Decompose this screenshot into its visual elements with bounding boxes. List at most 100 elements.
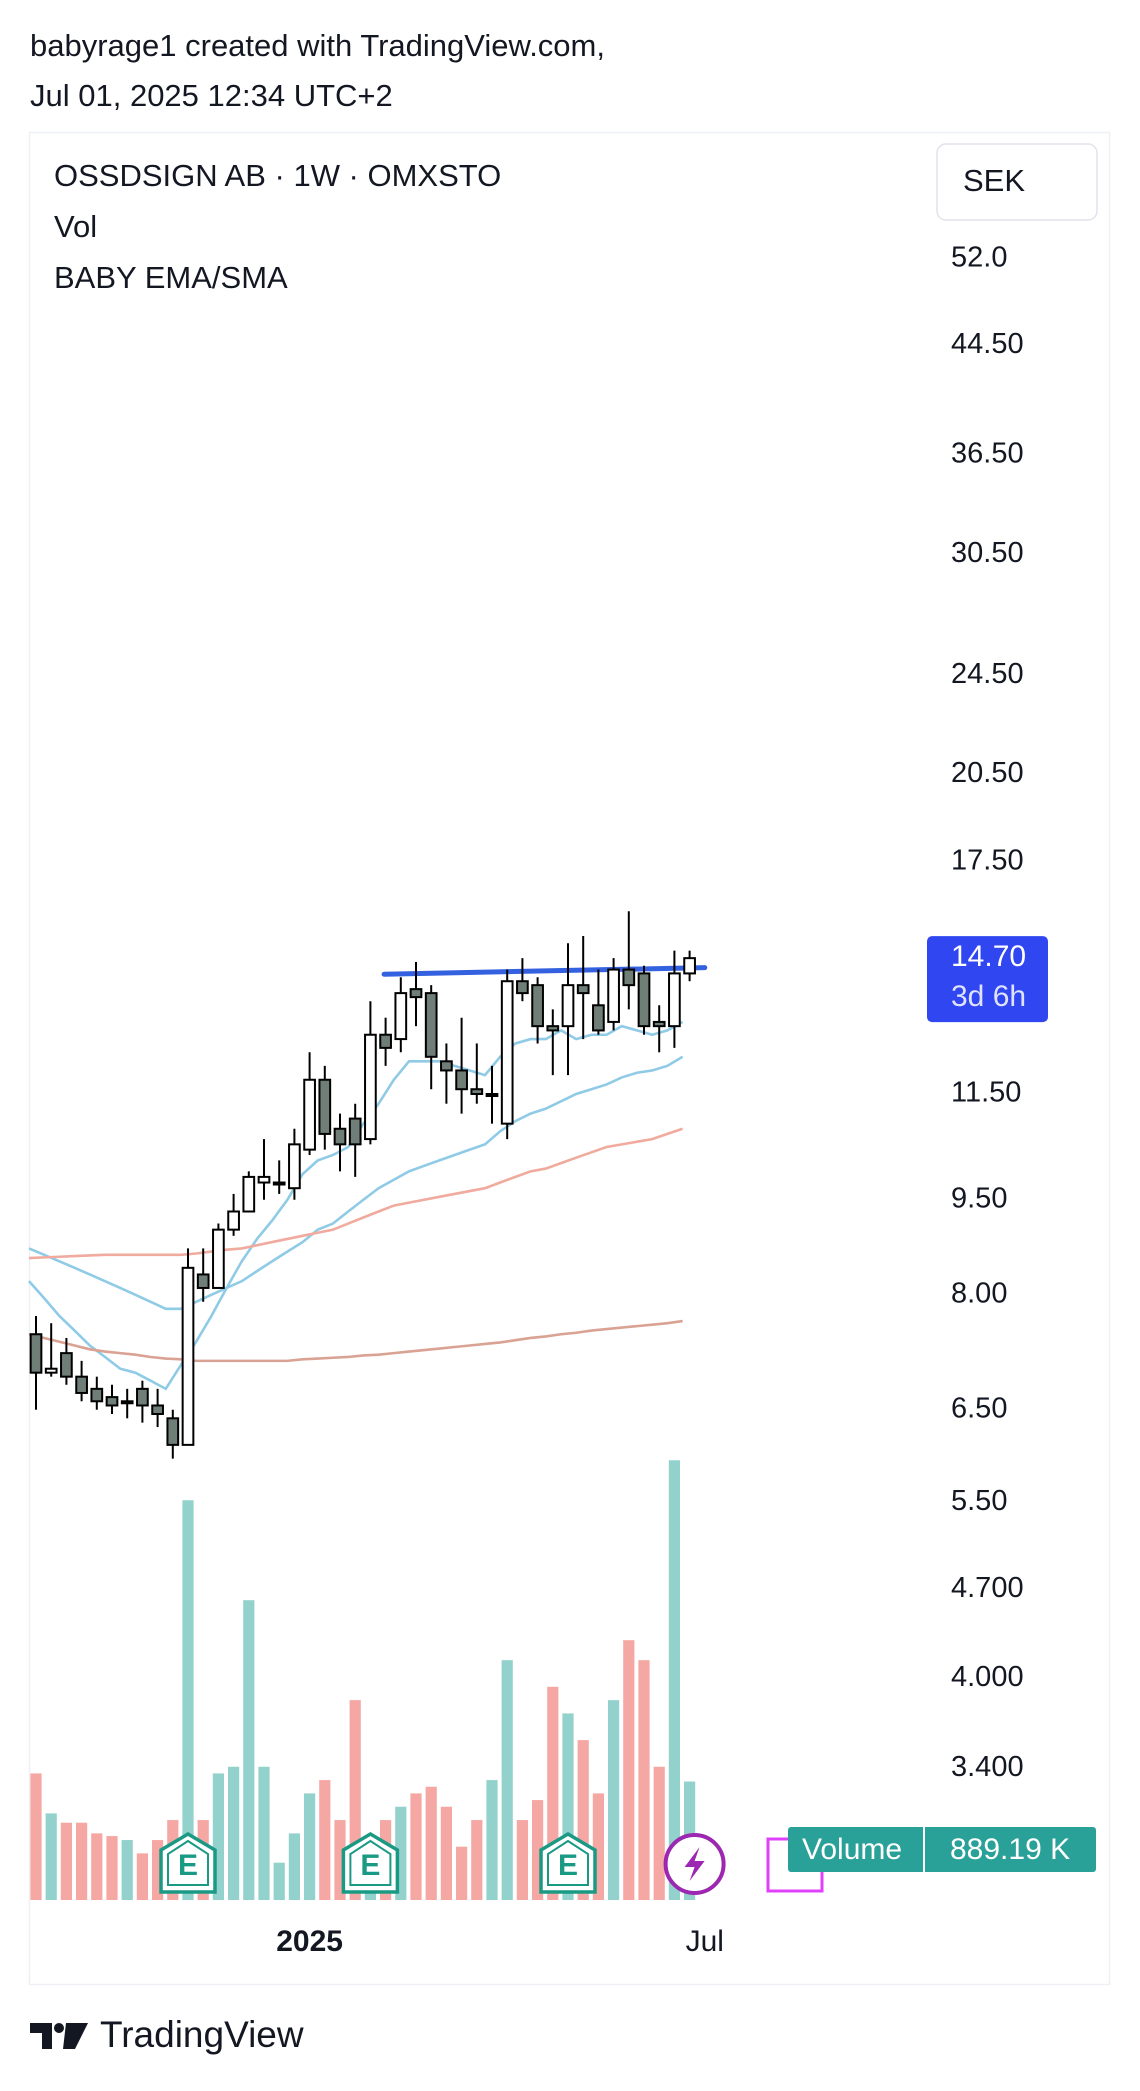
- candle-body: [500, 980, 514, 1125]
- candle-body: [394, 992, 408, 1041]
- candle-body: [455, 1069, 468, 1091]
- volume-bar: [608, 1700, 620, 1900]
- volume-bar: [471, 1820, 483, 1900]
- y-tick-label: 4.700: [951, 1572, 1024, 1604]
- y-tick-label: 8.00: [951, 1277, 1007, 1309]
- candle-body: [288, 1143, 301, 1190]
- volume-bar: [577, 1740, 589, 1900]
- earnings-icon-inner: [547, 1839, 589, 1886]
- volume-bar: [288, 1833, 300, 1900]
- candle-body: [409, 988, 423, 999]
- price-label: 14.70: [951, 940, 1026, 973]
- volume-bar: [91, 1833, 103, 1900]
- candle-body: [424, 992, 438, 1058]
- candle-body: [637, 972, 651, 1028]
- candle-body: [136, 1387, 149, 1407]
- y-tick-label: 20.50: [951, 757, 1024, 789]
- volume-label-box: [788, 1827, 1096, 1872]
- price-label-box: [927, 936, 1048, 1023]
- volume-bar: [440, 1806, 452, 1900]
- candle-body: [303, 1078, 316, 1151]
- volume-bar: [638, 1660, 650, 1900]
- volume-bar: [532, 1800, 544, 1900]
- volume-bar: [136, 1853, 148, 1900]
- volume-bar: [121, 1840, 133, 1900]
- volume-name: Volume: [802, 1833, 902, 1866]
- volume-bar: [364, 1840, 376, 1900]
- volume-bar: [106, 1836, 118, 1900]
- currency-box[interactable]: [936, 143, 1098, 221]
- y-tick-label: 52.0: [951, 242, 1007, 274]
- volume-bar: [684, 1781, 696, 1900]
- moving-average: [28, 1055, 684, 1311]
- y-tick-label: 30.50: [951, 537, 1024, 569]
- y-tick-label: 36.50: [951, 438, 1024, 470]
- moving-average: [28, 1020, 684, 1391]
- candle-body: [531, 984, 544, 1028]
- candle-body: [105, 1396, 119, 1407]
- indicator-name: BABY EMA/SMA: [54, 260, 288, 295]
- earnings-label: E: [558, 1849, 578, 1882]
- y-tick-label: 6.50: [951, 1392, 1007, 1424]
- candle-body: [379, 1033, 392, 1049]
- candle-body: [120, 1400, 134, 1405]
- earnings-icon[interactable]: [341, 1831, 400, 1894]
- earnings-icon[interactable]: [539, 1831, 597, 1894]
- volume-bar: [30, 1773, 42, 1900]
- volume-bar: [334, 1820, 346, 1900]
- candle-body: [227, 1210, 240, 1231]
- candle-body: [29, 1333, 43, 1374]
- candle-body: [546, 1025, 560, 1032]
- candle-body: [683, 957, 696, 975]
- volume-bar: [45, 1813, 57, 1900]
- candle-body: [75, 1375, 88, 1394]
- volume-bar: [152, 1840, 164, 1900]
- y-tick-label: 11.50: [951, 1077, 1021, 1109]
- volume-bar: [623, 1640, 635, 1900]
- event-icon[interactable]: [663, 1833, 726, 1895]
- volume-bar: [319, 1780, 331, 1900]
- volume-bar: [228, 1766, 240, 1900]
- moving-average: [28, 1319, 683, 1363]
- x-tick-label: 2025: [276, 1925, 343, 1958]
- indicator-name: Vol: [54, 209, 97, 244]
- y-tick-label: 5.50: [951, 1485, 1007, 1517]
- volume-bar: [243, 1600, 255, 1900]
- candle-body: [272, 1181, 286, 1186]
- candle-body: [652, 1020, 666, 1028]
- volume-bar: [258, 1766, 270, 1900]
- candle-body: [318, 1078, 332, 1135]
- candle-body: [257, 1175, 271, 1184]
- earnings-icon[interactable]: [159, 1831, 217, 1894]
- earnings-label: E: [178, 1849, 198, 1882]
- trend-line[interactable]: [381, 965, 708, 977]
- candle-body: [607, 968, 620, 1023]
- candle-body: [592, 1004, 605, 1032]
- header-line: babyrage1 created with TradingView.com,: [30, 28, 605, 63]
- volume-bar: [456, 1846, 468, 1900]
- candle-body: [485, 1093, 499, 1098]
- earnings-icon-inner: [349, 1839, 392, 1886]
- y-tick-label: 17.50: [951, 844, 1024, 876]
- volume-bar: [304, 1793, 316, 1900]
- candle-body: [440, 1060, 453, 1072]
- candle-body: [576, 984, 590, 995]
- earnings-label: E: [360, 1849, 380, 1882]
- chart-title: OSSDSIGN AB · 1W · OMXSTO: [54, 158, 501, 193]
- y-tick-label: 24.50: [951, 658, 1024, 690]
- earnings-icon-inner: [167, 1839, 209, 1886]
- marker-icon[interactable]: [766, 1837, 824, 1893]
- header-line: Jul 01, 2025 12:34 UTC+2: [30, 78, 393, 113]
- logo: [30, 2023, 88, 2049]
- moving-average: [28, 1127, 684, 1260]
- candle-body: [516, 980, 529, 995]
- volume-bar: [668, 1460, 680, 1900]
- volume-bar: [425, 1786, 437, 1900]
- volume-bar: [60, 1822, 72, 1900]
- y-tick-label: 44.50: [951, 328, 1024, 360]
- y-tick-label: 4.000: [951, 1661, 1024, 1693]
- currency: SEK: [963, 163, 1025, 198]
- volume-bar: [349, 1700, 361, 1900]
- overlay: 52.0 44.50 36.50 30.50 24.50 20.50 17.50 11.50 9…: [159, 242, 1096, 1958]
- volume-value: 889.19 K: [950, 1833, 1070, 1866]
